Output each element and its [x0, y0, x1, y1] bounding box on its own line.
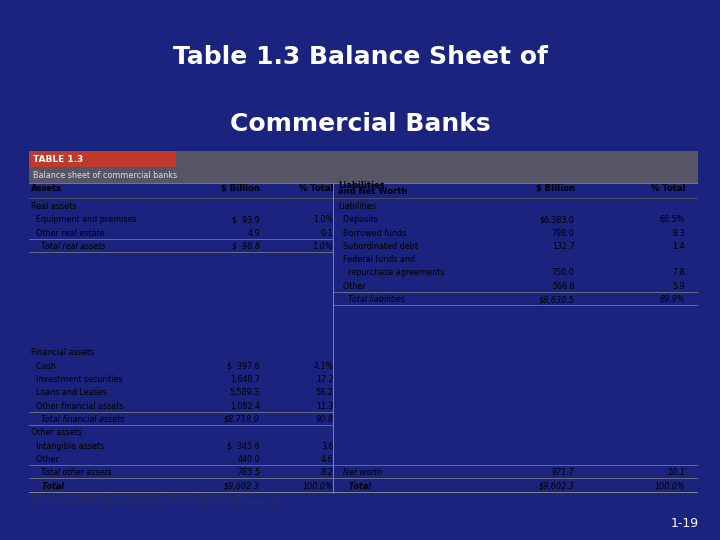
Text: 440.0: 440.0	[238, 455, 260, 464]
Text: 10.1: 10.1	[667, 468, 685, 477]
Text: Investment securities: Investment securities	[31, 375, 122, 384]
Text: $9,602.3: $9,602.3	[224, 482, 260, 490]
Text: 4.9: 4.9	[247, 228, 260, 238]
Text: Financial assets: Financial assets	[31, 348, 94, 357]
Text: repurchase agreements: repurchase agreements	[338, 268, 444, 278]
Text: 785.5: 785.5	[237, 468, 260, 477]
Text: Commercial Banks: Commercial Banks	[230, 112, 490, 136]
Text: $  93.9: $ 93.9	[232, 215, 260, 224]
Text: Loans and Leases: Loans and Leases	[31, 388, 107, 397]
Text: Real assets: Real assets	[31, 202, 76, 211]
Text: Other real estate: Other real estate	[31, 228, 104, 238]
Text: 8.3: 8.3	[672, 228, 685, 238]
Text: $  98.8: $ 98.8	[232, 242, 260, 251]
Text: 798.0: 798.0	[552, 228, 575, 238]
Bar	[176, 151, 698, 167]
Text: Balance sheet of commercial banks: Balance sheet of commercial banks	[34, 171, 178, 180]
Text: Total: Total	[31, 482, 64, 490]
Text: 1.0%: 1.0%	[313, 242, 333, 251]
Text: 66.5%: 66.5%	[660, 215, 685, 224]
Text: Total liabilities: Total liabilities	[338, 295, 405, 304]
Text: Note:  Column sums may differ from totals because of rounding error.: Note: Column sums may differ from totals…	[31, 495, 251, 500]
Text: Liabilities: Liabilities	[338, 202, 376, 211]
Bar	[29, 167, 698, 183]
Text: Subordinated debt: Subordinated debt	[338, 242, 418, 251]
Text: Borrowed funds: Borrowed funds	[338, 228, 406, 238]
Text: 750.0: 750.0	[552, 268, 575, 278]
Text: 5,589.3: 5,589.3	[230, 388, 260, 397]
Text: $ Billion: $ Billion	[221, 184, 260, 193]
Text: Equipment and premises: Equipment and premises	[31, 215, 136, 224]
Text: Table 1.3 Balance Sheet of: Table 1.3 Balance Sheet of	[173, 45, 547, 70]
Text: TABLE 1.3: TABLE 1.3	[34, 155, 84, 164]
Text: $6,383.0: $6,383.0	[540, 215, 575, 224]
Text: 11.3: 11.3	[316, 402, 333, 410]
Text: Net worth: Net worth	[338, 468, 382, 477]
Text: Other financial assets: Other financial assets	[31, 402, 123, 410]
Text: 971.7: 971.7	[552, 468, 575, 477]
Text: $8,718.0: $8,718.0	[224, 415, 260, 424]
Text: $ Billion: $ Billion	[536, 184, 575, 193]
Text: 89.9%: 89.9%	[660, 295, 685, 304]
Text: 1,082.4: 1,082.4	[230, 402, 260, 410]
Text: % Total: % Total	[299, 184, 333, 193]
Text: Federal funds and: Federal funds and	[338, 255, 415, 264]
Text: 5.9: 5.9	[672, 282, 685, 291]
Text: Total financial assets: Total financial assets	[31, 415, 124, 424]
Bar	[29, 151, 176, 167]
Text: % Total: % Total	[650, 184, 685, 193]
Text: $8,630.5: $8,630.5	[539, 295, 575, 304]
Text: Total other assets: Total other assets	[31, 468, 112, 477]
Text: $  397.6: $ 397.6	[227, 362, 260, 370]
Text: Total: Total	[338, 482, 371, 490]
Text: 58.2: 58.2	[315, 388, 333, 397]
Text: Deposits: Deposits	[338, 215, 378, 224]
Text: 1.4: 1.4	[672, 242, 685, 251]
Text: 100.0%: 100.0%	[654, 482, 685, 490]
Text: 566.8: 566.8	[552, 282, 575, 291]
Text: 3.6: 3.6	[321, 442, 333, 450]
Text: 4.6: 4.6	[321, 455, 333, 464]
Text: Liabilities: Liabilities	[338, 181, 384, 190]
Text: Other: Other	[31, 455, 59, 464]
Text: 90.8: 90.8	[315, 415, 333, 424]
Text: 100.0%: 100.0%	[303, 482, 333, 490]
Text: 7.8: 7.8	[672, 268, 685, 278]
Text: $  345.6: $ 345.6	[228, 442, 260, 450]
Text: Other: Other	[338, 282, 366, 291]
Text: 1-19: 1-19	[670, 517, 698, 530]
Text: 8.2: 8.2	[320, 468, 333, 477]
Text: 17.2: 17.2	[315, 375, 333, 384]
Text: 4.1%: 4.1%	[313, 362, 333, 370]
Text: 132.7: 132.7	[552, 242, 575, 251]
Text: Total real assets: Total real assets	[31, 242, 105, 251]
Text: Intangible assets: Intangible assets	[31, 442, 104, 450]
Text: Cash: Cash	[31, 362, 55, 370]
Text: 1,648.7: 1,648.7	[230, 375, 260, 384]
Text: Other assets: Other assets	[31, 428, 81, 437]
Text: Assets: Assets	[31, 184, 62, 193]
Text: 0.1: 0.1	[321, 228, 333, 238]
Text: and Net Worth: and Net Worth	[338, 187, 408, 196]
Text: Source:  Federal Deposit Insurance Corporation, www.fdic.gov, September 2005.: Source: Federal Deposit Insurance Corpor…	[31, 500, 284, 505]
Text: 1.0%: 1.0%	[313, 215, 333, 224]
Text: $9,602.3: $9,602.3	[539, 482, 575, 490]
